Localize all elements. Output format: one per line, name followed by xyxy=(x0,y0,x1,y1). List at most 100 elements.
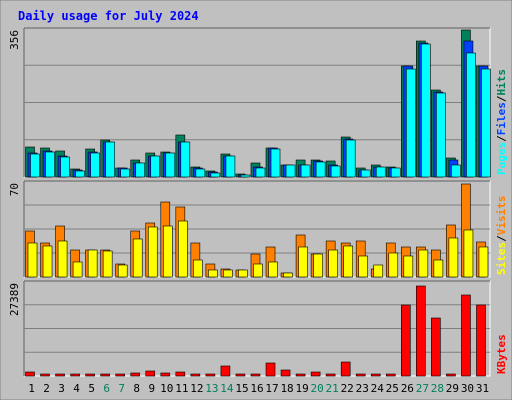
bar-sites-day-29 xyxy=(448,237,459,278)
bar-kbytes-day-29 xyxy=(446,373,456,377)
legend-kbytes: KBytes xyxy=(495,334,508,374)
legend-sites: Sites xyxy=(495,242,508,275)
day-label-5: 5 xyxy=(88,382,95,395)
bar-pages-day-15 xyxy=(240,174,251,178)
chart-panels: 356Pages/Files/Hits70Sites/Visits27389KB… xyxy=(8,27,508,377)
day-label-15: 15 xyxy=(235,382,248,395)
bar-sites-day-11 xyxy=(178,220,188,278)
bar-sites-day-22 xyxy=(343,245,353,278)
bar-kbytes-day-1 xyxy=(25,371,35,377)
bar-sites-day-9 xyxy=(147,226,158,278)
bar-kbytes-day-30 xyxy=(461,294,471,377)
bar-kbytes-day-10 xyxy=(160,372,171,377)
bar-pages-day-12 xyxy=(195,168,206,178)
bar-sites-day-13 xyxy=(208,269,218,278)
legend-pages: Pages xyxy=(495,142,508,175)
bar-kbytes-day-11 xyxy=(175,371,186,377)
panel-traffic: 27389 KBytes xyxy=(8,280,508,377)
bar-kbytes-day-22 xyxy=(340,361,351,377)
day-label-27: 27 xyxy=(416,382,429,395)
day-label-17: 17 xyxy=(265,382,278,395)
bar-kbytes-day-24 xyxy=(370,373,381,377)
bar-kbytes-day-25 xyxy=(385,373,396,377)
bar-sites-day-7 xyxy=(117,264,128,278)
panel-bars xyxy=(25,183,489,278)
bar-sites-day-3 xyxy=(57,240,68,278)
bar-pages-day-19 xyxy=(300,164,311,178)
bar-pages-day-29 xyxy=(451,164,461,178)
bar-pages-day-2 xyxy=(45,151,55,178)
bar-kbytes-day-27 xyxy=(416,285,426,377)
legend-hits: Hits xyxy=(495,69,508,96)
day-label-30: 30 xyxy=(461,382,474,395)
bar-sites-day-30 xyxy=(463,229,474,278)
day-label-19: 19 xyxy=(295,382,308,395)
bar-sites-day-1 xyxy=(27,242,38,278)
bar-sites-day-20 xyxy=(313,253,323,278)
bar-sites-day-23 xyxy=(358,255,369,278)
panel-legend: Pages/Files/Hits xyxy=(495,69,508,175)
day-label-20: 20 xyxy=(311,382,324,395)
bar-sites-day-24 xyxy=(373,264,384,278)
bar-pages-day-9 xyxy=(150,155,161,178)
day-label-29: 29 xyxy=(446,382,459,395)
bar-pages-day-6 xyxy=(105,141,115,178)
day-label-13: 13 xyxy=(205,382,218,395)
bar-pages-day-13 xyxy=(210,172,221,178)
day-label-4: 4 xyxy=(73,382,80,395)
bar-pages-day-4 xyxy=(75,170,85,178)
bar-kbytes-day-31 xyxy=(476,304,486,377)
bar-pages-day-8 xyxy=(135,162,146,178)
panel-visitors: 70 Sites/Visits xyxy=(8,180,508,278)
bar-pages-day-11 xyxy=(180,141,191,178)
legend-files: Files xyxy=(495,102,508,135)
bar-sites-day-6 xyxy=(102,250,113,278)
bar-pages-day-17 xyxy=(270,148,281,178)
bar-sites-day-26 xyxy=(403,255,414,278)
bar-pages-day-7 xyxy=(120,168,130,178)
bar-pages-day-1 xyxy=(30,153,40,178)
day-label-22: 22 xyxy=(341,382,354,395)
bar-pages-day-22 xyxy=(345,139,356,178)
bar-kbytes-day-3 xyxy=(55,373,65,377)
day-label-11: 11 xyxy=(175,382,188,395)
bar-sites-day-4 xyxy=(72,261,83,278)
bar-pages-day-10 xyxy=(165,152,176,178)
bar-kbytes-day-9 xyxy=(145,370,156,377)
day-label-8: 8 xyxy=(133,382,140,395)
panel-legend: Sites/Visits xyxy=(495,196,508,276)
bar-pages-day-3 xyxy=(60,156,70,178)
bar-sites-day-5 xyxy=(87,249,98,278)
panel-legend: KBytes xyxy=(495,334,508,374)
bar-kbytes-day-28 xyxy=(431,317,441,377)
day-label-21: 21 xyxy=(326,382,339,395)
bar-sites-day-12 xyxy=(193,259,203,278)
day-label-24: 24 xyxy=(371,382,385,395)
day-label-12: 12 xyxy=(190,382,203,395)
bar-pages-day-28 xyxy=(436,92,446,178)
legend-visits: Visits xyxy=(495,196,508,236)
bar-pages-day-5 xyxy=(90,152,100,178)
day-label-31: 31 xyxy=(476,382,489,395)
bar-kbytes-day-6 xyxy=(100,373,110,377)
bar-kbytes-day-2 xyxy=(40,373,50,377)
day-label-25: 25 xyxy=(386,382,399,395)
panel-bars xyxy=(25,29,491,178)
panel-bars xyxy=(25,285,486,377)
legend-separator: / xyxy=(495,135,508,142)
day-label-6: 6 xyxy=(103,382,110,395)
panel-max-label: 27389 xyxy=(8,283,21,316)
day-label-1: 1 xyxy=(28,382,35,395)
bar-pages-day-24 xyxy=(375,166,386,178)
bar-sites-day-10 xyxy=(162,225,173,278)
bar-pages-day-23 xyxy=(360,169,371,178)
day-label-28: 28 xyxy=(431,382,444,395)
bar-kbytes-day-8 xyxy=(130,372,141,377)
bar-sites-day-8 xyxy=(132,238,143,278)
bar-sites-day-14 xyxy=(223,269,233,278)
day-label-3: 3 xyxy=(58,382,65,395)
bar-kbytes-day-19 xyxy=(295,373,306,377)
day-label-2: 2 xyxy=(43,382,50,395)
bar-pages-day-25 xyxy=(390,167,401,178)
